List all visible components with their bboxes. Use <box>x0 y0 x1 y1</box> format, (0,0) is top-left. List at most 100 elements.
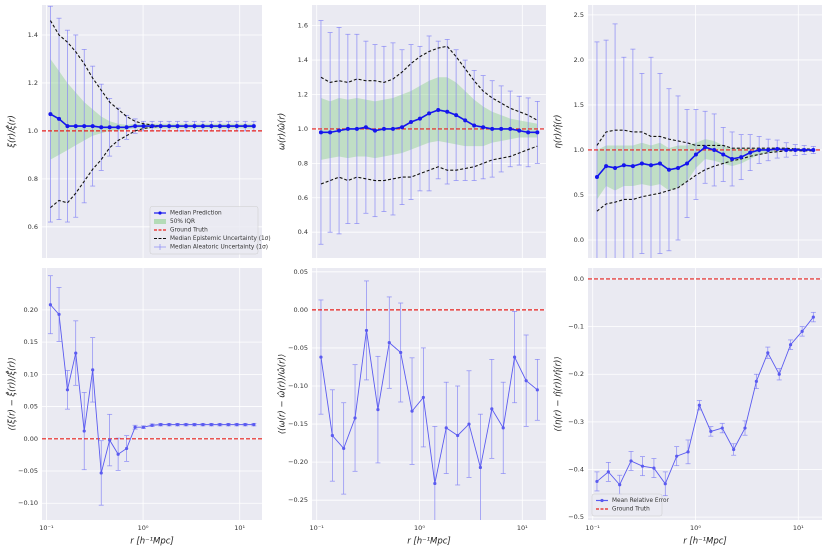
median-marker <box>201 423 205 427</box>
median-marker <box>345 126 350 131</box>
median-marker <box>99 471 103 475</box>
y-tick-label: −0.3 <box>568 418 584 426</box>
y-tick-label: 2.5 <box>574 11 584 19</box>
y-tick-label: 1.0 <box>298 125 308 133</box>
y-tick-label: 0.20 <box>24 306 38 314</box>
y-axis-label: ξ(r)/ξ̂(r) <box>5 115 18 149</box>
median-marker <box>57 116 62 121</box>
median-marker <box>766 147 771 152</box>
median-marker <box>48 112 53 117</box>
median-marker <box>490 407 494 411</box>
median-marker <box>743 426 747 430</box>
median-marker <box>252 423 256 427</box>
median-marker <box>175 124 180 129</box>
iqr-band <box>50 58 254 160</box>
median-line <box>320 330 538 484</box>
median-marker <box>693 152 698 157</box>
median-marker <box>444 426 448 430</box>
y-tick-label: 1.4 <box>298 56 308 64</box>
legend: Mean Relative Error Ground Truth <box>591 493 670 517</box>
median-marker <box>663 482 667 486</box>
median-marker <box>775 147 780 152</box>
median-marker <box>621 163 626 168</box>
median-marker <box>141 425 146 429</box>
x-tick-label: 10⁰ <box>138 524 149 532</box>
median-marker <box>417 116 422 121</box>
legend-label: Median Epistemic Uncertainty (1σ) <box>170 236 271 242</box>
y-axis-label: ⟨(ω(r) − ω̂(r))/ω̂(r)⟩ <box>277 354 288 434</box>
plot-area <box>588 23 822 258</box>
median-marker <box>192 124 197 129</box>
median-marker <box>328 130 333 135</box>
median-marker <box>709 429 713 433</box>
median-marker <box>167 124 172 129</box>
x-tick-label: 10⁻¹ <box>586 524 601 532</box>
median-marker <box>604 164 609 169</box>
median-marker <box>666 167 671 172</box>
median-marker <box>526 130 531 135</box>
y-tick-label: 0.10 <box>24 370 38 378</box>
y-tick-label: 2.0 <box>574 56 584 64</box>
median-marker <box>74 351 78 355</box>
y-tick-label: 1.6 <box>298 22 308 30</box>
median-marker <box>218 423 222 427</box>
median-marker <box>676 165 681 170</box>
median-marker <box>652 466 656 470</box>
median-marker <box>454 113 459 118</box>
median-marker <box>125 446 129 451</box>
plot-area <box>588 278 822 497</box>
legend-label: Ground Truth <box>170 228 208 234</box>
y-tick-label: 1.0 <box>28 127 38 135</box>
plot-background <box>42 268 262 520</box>
median-marker <box>793 147 798 152</box>
median-marker <box>372 128 377 133</box>
y-tick-label: 0.05 <box>24 403 38 411</box>
median-line <box>596 316 814 486</box>
median-marker <box>409 120 414 125</box>
y-tick-label: −0.25 <box>288 496 308 504</box>
median-marker <box>481 125 486 130</box>
epistemic-lower <box>596 150 814 212</box>
epistemic-lower <box>320 145 538 185</box>
legend-label: 50% IQR <box>170 219 195 225</box>
median-marker <box>73 124 78 129</box>
median-marker <box>65 388 70 392</box>
median-marker <box>319 355 323 359</box>
median-marker <box>686 450 690 454</box>
median-marker <box>802 147 807 152</box>
median-marker <box>629 459 633 463</box>
median-marker <box>712 147 717 152</box>
median-marker <box>226 124 231 129</box>
median-marker <box>150 124 155 129</box>
legend-swatch <box>600 498 604 503</box>
median-marker <box>158 124 163 129</box>
median-marker <box>811 147 816 152</box>
median-marker <box>757 147 762 152</box>
y-tick-label: −0.10 <box>288 382 308 390</box>
median-marker <box>535 388 539 392</box>
median-marker <box>251 124 256 129</box>
median-marker <box>330 433 334 438</box>
x-tick-label: 10⁻¹ <box>39 524 54 532</box>
legend-swatch <box>154 219 166 224</box>
median-marker <box>472 123 477 128</box>
median-marker <box>800 329 804 333</box>
x-axis-label: r [h⁻¹Mpc] <box>407 537 451 547</box>
median-marker <box>65 124 70 129</box>
y-tick-label: −0.05 <box>18 467 38 475</box>
median-marker <box>512 355 517 359</box>
y-tick-label: 0.00 <box>24 435 38 443</box>
median-marker <box>421 395 425 400</box>
median-marker <box>811 315 815 319</box>
median-marker <box>48 303 53 307</box>
median-marker <box>648 163 653 168</box>
median-marker <box>456 433 460 438</box>
median-marker <box>82 429 86 433</box>
y-tick-label: 0.5 <box>574 191 584 199</box>
median-marker <box>721 152 726 157</box>
y-axis-label: ⟨(η(r) − η̂(r))/η̂(r)⟩ <box>553 356 564 431</box>
x-tick-label: 10¹ <box>793 524 804 532</box>
y-tick-label: 0.6 <box>298 194 308 202</box>
median-marker <box>99 125 104 130</box>
